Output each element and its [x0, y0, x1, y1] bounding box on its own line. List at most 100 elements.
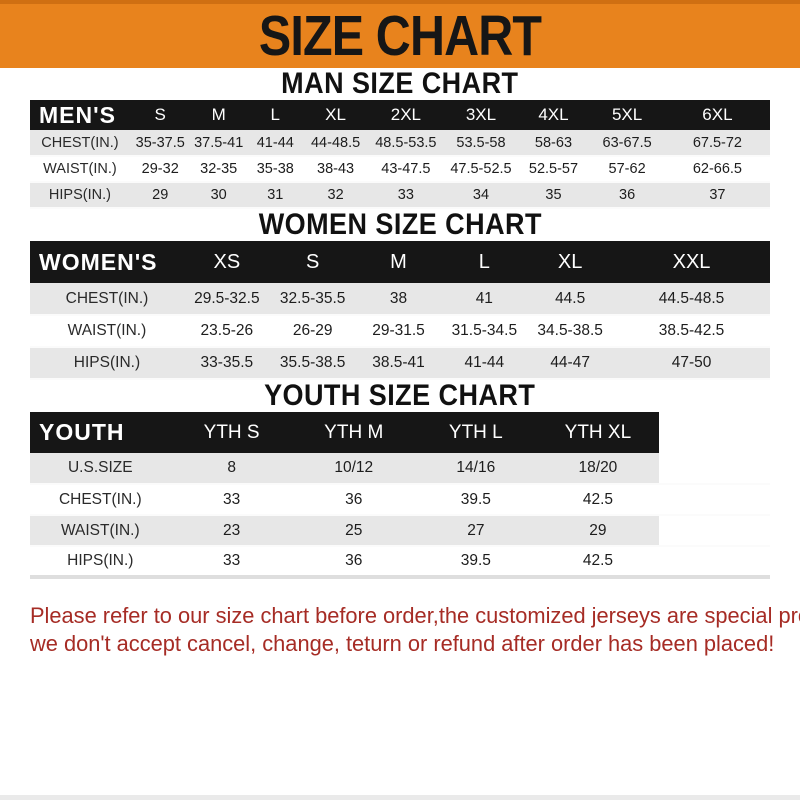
women-size-section: WOMEN SIZE CHART WOMEN'S XS S M L XL XXL CHEST(…	[0, 209, 800, 380]
size-value: 52.5-57	[528, 161, 579, 177]
size-value: 38	[389, 289, 408, 307]
size-column-header: YTH XL	[564, 421, 632, 443]
size-value: 44.5-48.5	[658, 289, 725, 307]
size-column-header: 5XL	[611, 105, 643, 124]
measurement-label: HIPS(IN.)	[48, 187, 111, 203]
size-value: 37	[709, 187, 726, 203]
size-value: 43-47.5	[381, 161, 431, 177]
size-value: 38-43	[317, 161, 355, 177]
size-value: 23	[223, 521, 241, 539]
table-group-label: MEN'S	[39, 101, 116, 128]
size-value: 41	[475, 289, 493, 307]
bottom-edge-strip	[0, 795, 800, 800]
size-value: 38.5-41	[372, 354, 425, 371]
measurement-label: WAIST(IN.)	[43, 161, 117, 177]
size-value: 63-67.5	[602, 134, 652, 151]
measurement-label: CHEST(IN.)	[65, 289, 149, 307]
size-value: 58-63	[534, 134, 573, 151]
size-value: 47-50	[671, 354, 712, 371]
size-column-header: YTH S	[203, 421, 260, 443]
size-value: 29	[589, 521, 607, 539]
size-column-header: XL	[325, 105, 346, 124]
size-value: 33	[223, 552, 241, 569]
size-value: 38.5-42.5	[658, 322, 725, 339]
size-column-header: 2XL	[390, 105, 421, 124]
size-value: 47.5-52.5	[450, 161, 512, 177]
size-column-header: M	[390, 250, 407, 273]
size-value: 35-37.5	[135, 134, 185, 151]
size-value: 42.5	[582, 490, 613, 508]
size-value: 10/12	[334, 459, 374, 476]
size-column-header: YTH M	[324, 421, 384, 443]
size-value: 23.5-26	[200, 322, 254, 339]
size-value: 36	[345, 552, 363, 569]
measurement-label: WAIST(IN.)	[67, 322, 147, 339]
size-value: 34	[472, 187, 490, 203]
measurement-label: U.S.SIZE	[67, 459, 133, 476]
table-row: CHEST(IN.) 29.5-32.5 32.5-35.5 38 41 44.5 44.5…	[30, 283, 770, 315]
youth-size-section: YOUTH SIZE CHART YOUTH YTH S YTH M YTH L YTH…	[0, 380, 800, 579]
men-section-heading: MAN SIZE CHART	[0, 68, 800, 100]
youth-section-heading-text: YOUTH SIZE CHART	[264, 379, 536, 412]
size-value: 44-47	[550, 354, 590, 371]
table-group-label: YOUTH	[39, 419, 125, 445]
size-value: 32.5-35.5	[279, 289, 346, 307]
size-column-header: M	[211, 105, 226, 124]
size-value: 48.5-53.5	[375, 134, 437, 151]
size-column-header: XL	[557, 250, 583, 273]
size-value: 29.5-32.5	[194, 289, 260, 307]
size-value: 30	[210, 187, 227, 203]
women-section-heading: WOMEN SIZE CHART	[0, 209, 800, 241]
size-value: 41-44	[256, 134, 294, 151]
table-row: CHEST(IN.) 35-37.5 37.5-41 41-44 44-48.5 48.5…	[30, 130, 770, 156]
size-value: 35-38	[256, 161, 294, 177]
size-column-header: S	[305, 250, 320, 273]
size-column-header: L	[478, 250, 490, 273]
size-value: 35.5-38.5	[279, 354, 346, 371]
table-row: WAIST(IN.) 23 25 27 29	[30, 515, 770, 546]
size-value: 36	[619, 187, 636, 203]
size-column-header: 4XL	[538, 105, 569, 124]
women-size-table: WOMEN'S XS S M L XL XXL CHEST(IN.) 29.5-32.5 32.5…	[30, 241, 770, 380]
size-value: 44.5	[555, 289, 586, 307]
measurement-label: HIPS(IN.)	[73, 354, 141, 371]
table-row: WAIST(IN.) 23.5-26 26-29 29-31.5 31.5-34.5 34…	[30, 315, 770, 347]
size-value: 29-32	[141, 161, 179, 177]
measurement-label: CHEST(IN.)	[41, 134, 119, 151]
size-value: 34.5-38.5	[537, 322, 603, 339]
size-value: 44-48.5	[310, 134, 361, 151]
table-row: WAIST(IN.) 29-32 32-35 35-38 38-43 43-47.5 47.…	[30, 156, 770, 182]
table-row: U.S.SIZE 8 10/12 14/16 18/20	[30, 453, 770, 484]
size-table-header-row: MEN'S S M L XL 2XL 3XL 4XL 5XL 6XL	[30, 100, 770, 130]
banner-title: SIZE CHART	[258, 4, 542, 68]
footer-note-line-2: we don't accept cancel, change, teturn o…	[30, 631, 775, 656]
size-column-header: 6XL	[702, 105, 733, 124]
table-row: CHEST(IN.) 33 36 39.5 42.5	[30, 484, 770, 515]
size-value: 29	[152, 187, 169, 203]
size-value: 27	[467, 521, 485, 539]
size-value: 33	[397, 187, 414, 203]
size-value: 18/20	[578, 459, 618, 476]
footer-note-line-1: Please refer to our size chart before or…	[30, 603, 800, 628]
size-value: 36	[345, 490, 363, 508]
table-row: HIPS(IN.) 33-35.5 35.5-38.5 38.5-41 41-44 44-…	[30, 347, 770, 379]
table-row: HIPS(IN.) 29 30 31 32 33 34 35 36 37	[30, 182, 770, 208]
size-value: 57-62	[608, 161, 646, 177]
size-value: 31	[267, 187, 284, 203]
size-value: 39.5	[460, 490, 491, 508]
men-size-table: MEN'S S M L XL 2XL 3XL 4XL 5XL 6XL CHEST(IN.) 35-37…	[30, 100, 770, 209]
size-column-header: XS	[213, 250, 241, 273]
measurement-label: HIPS(IN.)	[67, 552, 134, 569]
size-value: 41-44	[464, 354, 505, 371]
size-value: 29-31.5	[372, 322, 425, 339]
measurement-label: WAIST(IN.)	[60, 521, 140, 539]
size-column-header: 3XL	[465, 105, 497, 124]
size-value: 53.5-58	[456, 134, 506, 151]
table-group-label: WOMEN'S	[39, 248, 158, 275]
size-value: 67.5-72	[692, 134, 742, 151]
size-value: 32	[327, 187, 344, 203]
men-section-heading-text: MAN SIZE CHART	[281, 67, 519, 100]
size-value: 26-29	[292, 322, 333, 339]
footer-note: Please refer to our size chart before or…	[30, 602, 800, 658]
measurement-label: CHEST(IN.)	[58, 490, 142, 508]
